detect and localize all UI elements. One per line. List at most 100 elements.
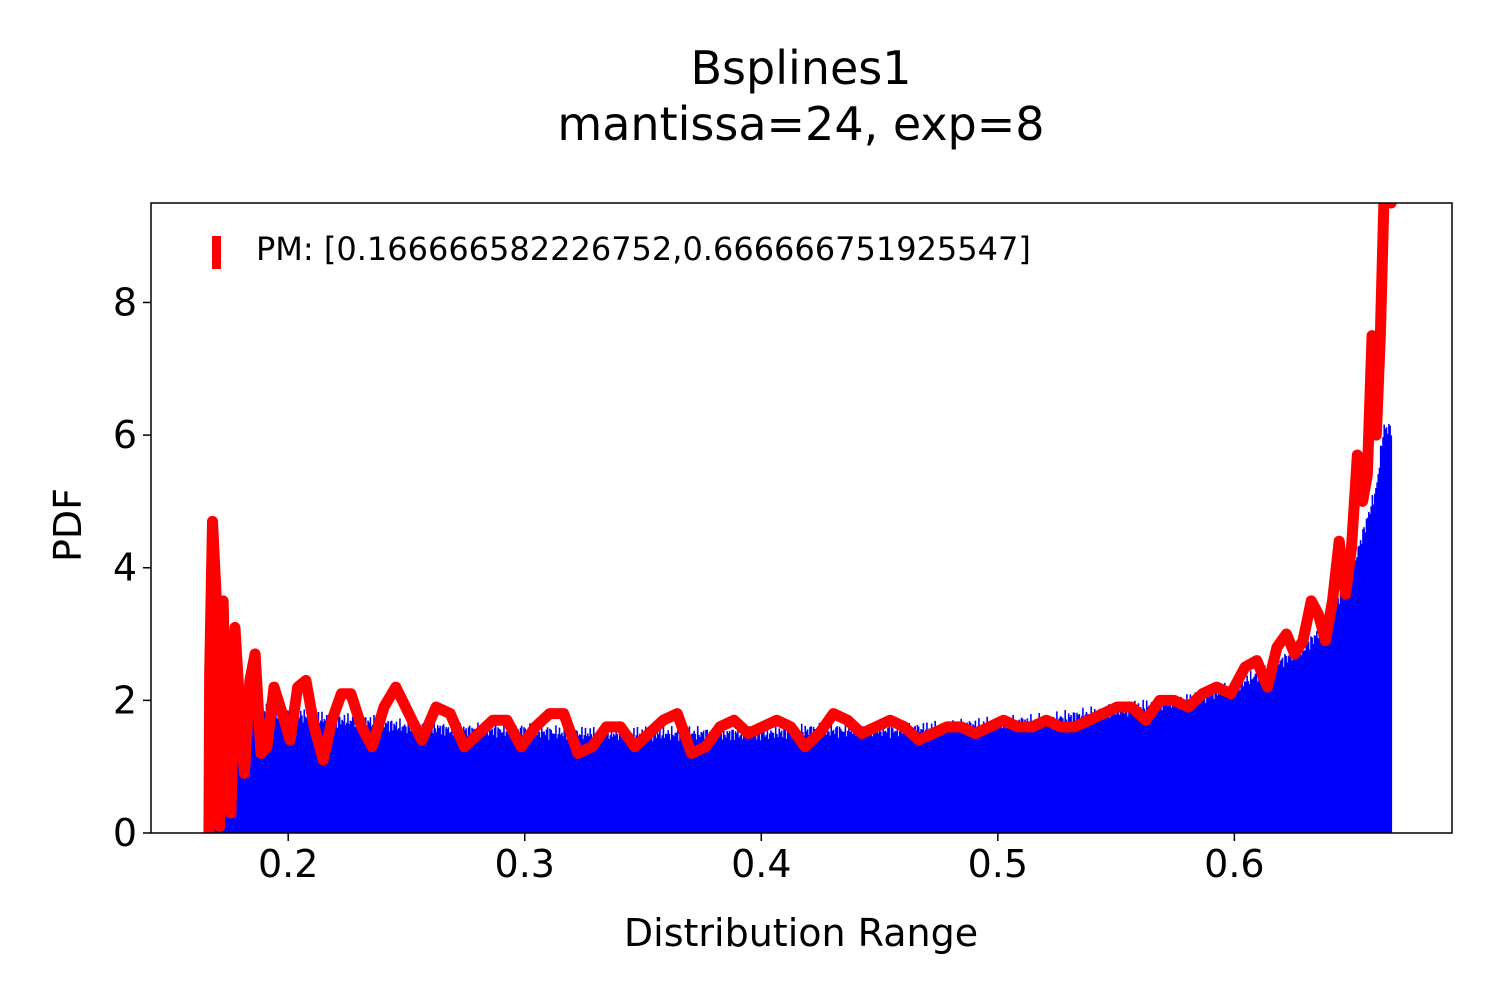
x-axis-label: Distribution Range	[624, 911, 978, 955]
histogram-bar	[238, 719, 241, 833]
histogram-bar	[1078, 713, 1081, 833]
histogram-bar	[1251, 679, 1253, 833]
x-tick-label: 0.3	[495, 842, 555, 886]
histogram-bar	[1321, 627, 1324, 833]
histogram-bar	[816, 732, 818, 833]
histogram-bar	[1350, 570, 1352, 833]
histogram-bar	[752, 730, 755, 833]
histogram-bar	[460, 730, 463, 833]
histogram-bar	[1254, 673, 1257, 833]
histogram-bar	[1255, 671, 1258, 833]
histogram-bar	[448, 732, 451, 833]
histogram-bar	[601, 729, 603, 833]
histogram-bar	[1053, 722, 1056, 833]
histogram-bar	[701, 732, 704, 833]
histogram-bar	[464, 730, 466, 833]
histogram-bar	[597, 731, 600, 833]
histogram-bar	[341, 719, 343, 833]
histogram-bar	[268, 713, 270, 833]
histogram-bar	[334, 719, 336, 833]
histogram-bar	[1011, 728, 1013, 833]
histogram-bar	[467, 727, 470, 833]
histogram-bar	[1019, 728, 1022, 833]
histogram-bar	[679, 729, 681, 833]
histogram-bar	[837, 737, 840, 833]
histogram-bar	[543, 731, 545, 833]
histogram-bar	[394, 725, 397, 833]
histogram-bar	[1311, 637, 1313, 833]
histogram-bar	[1171, 696, 1174, 833]
histogram-bar	[1210, 694, 1213, 833]
histogram-bar	[773, 737, 776, 833]
histogram-bar	[576, 731, 578, 833]
histogram-bar	[432, 733, 434, 833]
histogram-bar	[471, 727, 473, 833]
histogram-bar	[1234, 690, 1237, 833]
histogram-bar	[761, 732, 764, 833]
histogram-bar	[1000, 719, 1003, 833]
histogram-bar	[610, 727, 613, 833]
histogram-bar	[1145, 700, 1148, 833]
histogram-bar	[1286, 662, 1289, 833]
histogram-bar	[538, 731, 541, 833]
histogram-bar	[466, 735, 469, 833]
histogram-bar	[383, 727, 386, 833]
histogram-bar	[1329, 621, 1331, 833]
histogram-bar	[1070, 715, 1072, 833]
histogram-bar	[1142, 699, 1144, 833]
histogram-bar	[856, 724, 859, 833]
histogram-bar	[895, 731, 898, 833]
histogram-bar	[1381, 446, 1383, 833]
histogram-bar	[1170, 707, 1173, 833]
x-tick-label: 0.2	[258, 842, 318, 886]
histogram-bar	[1168, 696, 1170, 833]
histogram-bar	[948, 721, 951, 833]
histogram-bar	[301, 715, 303, 833]
histogram-bar	[1388, 424, 1390, 833]
histogram-bar	[730, 739, 732, 833]
histogram-bar	[1179, 709, 1181, 833]
histogram-bar	[939, 726, 941, 833]
histogram-bar	[831, 731, 834, 833]
histogram-bar	[607, 727, 609, 833]
histogram-bar	[979, 729, 981, 833]
histogram-bar	[818, 722, 821, 833]
histogram-bar	[1187, 706, 1189, 833]
histogram-bar	[553, 734, 556, 833]
histogram-bar	[783, 728, 785, 833]
histogram-bar	[1241, 676, 1244, 833]
density-curve	[203, 203, 1397, 833]
histogram-bar	[564, 733, 567, 833]
histogram-bar	[1059, 716, 1062, 833]
histogram-bar	[251, 701, 254, 833]
histogram-bar	[975, 730, 978, 833]
histogram-bar	[400, 730, 402, 833]
histogram-bar	[750, 734, 752, 833]
histogram-bar	[1104, 711, 1107, 833]
histogram-bar	[1221, 692, 1224, 833]
histogram-bar	[1297, 651, 1299, 833]
histogram-bar	[1303, 650, 1305, 833]
histogram-bar	[440, 734, 443, 833]
histogram-bar	[1364, 532, 1367, 833]
histogram-bar	[328, 726, 330, 833]
histogram-bar	[569, 733, 571, 833]
histogram-bar	[626, 741, 628, 833]
histogram-bar	[416, 722, 419, 833]
histogram-bar	[343, 715, 346, 833]
histogram-bar	[668, 733, 671, 833]
y-tick-label: 6	[113, 413, 137, 457]
histogram-bar	[275, 711, 277, 833]
histogram-bar	[1025, 721, 1027, 833]
histogram-bar	[884, 730, 887, 833]
histogram-bar	[694, 733, 697, 833]
histogram-bar	[639, 733, 641, 833]
histogram-bar	[575, 730, 577, 833]
histogram-bar	[277, 706, 280, 833]
histogram-bar	[909, 731, 912, 833]
histogram-bar	[545, 729, 548, 833]
histogram-bar	[622, 734, 625, 833]
histogram-bar	[1119, 704, 1122, 833]
histogram-bar	[708, 731, 711, 833]
histogram-bar	[1294, 658, 1297, 833]
